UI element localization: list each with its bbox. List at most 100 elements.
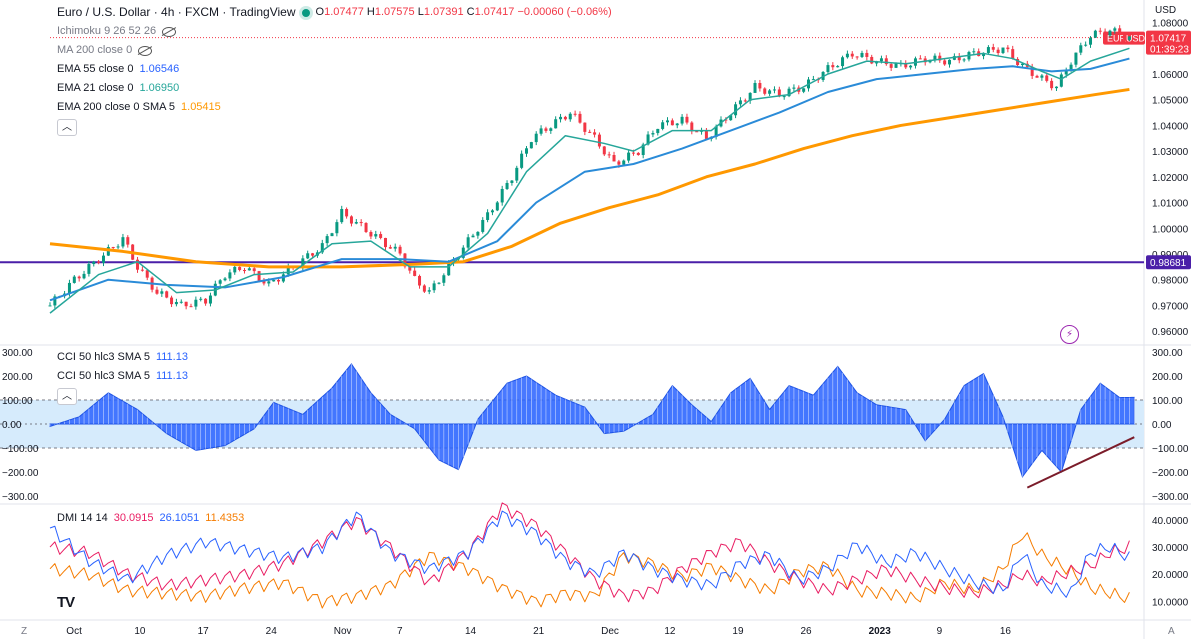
change-value: −0.00060 (−0.06%) (517, 6, 612, 18)
candle-body (836, 66, 840, 68)
candle-body (87, 264, 91, 274)
candle-body (544, 128, 548, 131)
candle-body (267, 281, 271, 284)
candle-body (933, 55, 937, 60)
price-tick-label: 1.01000 (1152, 199, 1189, 210)
cci-line-1[interactable]: CCI 50 hlc3 SMA 5 111.13 (57, 348, 188, 367)
candle-body (982, 52, 986, 57)
candle-body (311, 253, 315, 256)
candle-body (986, 47, 990, 53)
collapse-cci-chevron-up-icon[interactable]: ︿ (57, 388, 77, 405)
candle-body (136, 259, 140, 270)
candle-body (1069, 64, 1073, 71)
candle-body (53, 296, 57, 306)
hidden-eye-icon[interactable] (162, 26, 177, 37)
candle-body (306, 253, 310, 259)
candle-body (850, 53, 854, 57)
cci-line-2[interactable]: CCI 50 hlc3 SMA 5 111.13 (57, 367, 188, 386)
adx-value: 11.4353 (205, 512, 245, 524)
candle-body (170, 297, 174, 305)
low-value: 1.07391 (423, 6, 464, 18)
cci-left-tick-label: −300.00 (2, 492, 39, 503)
dmi-minus-line (49, 502, 1130, 603)
dmi-tick-label: 20.0000 (1152, 570, 1189, 581)
candle-body (398, 246, 402, 254)
cci-tick-label: 0.00 (1152, 420, 1172, 431)
time-tick-label: 10 (134, 626, 146, 637)
candle-body (524, 148, 528, 154)
candle-body (388, 247, 392, 249)
price-tick-label: 0.98000 (1152, 276, 1189, 287)
candle-body (529, 142, 533, 149)
price-tick-label: 1.06000 (1152, 70, 1189, 81)
candle-body (466, 237, 470, 248)
candle-body (904, 63, 908, 68)
candle-body (189, 306, 193, 308)
candle-body (962, 59, 966, 61)
lightning-icon[interactable]: ⚡ (1060, 325, 1079, 344)
candle-body (578, 113, 582, 123)
candle-body (656, 128, 660, 134)
candle-body (1016, 58, 1020, 66)
hline-price-value: 0.98681 (1150, 258, 1187, 269)
candle-body (461, 247, 465, 258)
collapse-legend-chevron-up-icon[interactable]: ︿ (57, 119, 77, 136)
candle-body (602, 146, 606, 155)
candle-body (1020, 63, 1024, 66)
candle-body (1050, 80, 1054, 89)
candle-body (335, 222, 339, 234)
time-tick-label: Nov (334, 626, 352, 637)
candle-body (1113, 28, 1117, 31)
candle-body (238, 266, 242, 271)
candle-body (918, 58, 922, 60)
time-tick-label: 17 (198, 626, 210, 637)
cci-value: 111.13 (155, 351, 188, 363)
candle-body (165, 291, 169, 298)
candle-body (442, 275, 446, 283)
ema55-label: EMA 55 close 0 (57, 63, 134, 75)
candle-body (943, 60, 947, 65)
last-price-tag (1146, 30, 1191, 55)
dmi-line[interactable]: DMI 14 14 30.0915 26.1051 11.4353 (57, 509, 244, 528)
cci-left-tick-label: 0.00 (2, 420, 22, 431)
candle-body (354, 222, 358, 224)
candle-body (670, 120, 674, 126)
candle-body (923, 58, 927, 63)
indicator-ma200[interactable]: MA 200 close 0 (57, 41, 612, 60)
candle-body (1035, 75, 1039, 78)
candle-body (641, 144, 645, 156)
candle-body (841, 57, 845, 67)
candle-body (116, 246, 120, 248)
market-open-indicator (301, 8, 310, 17)
candle-body (631, 152, 635, 154)
candle-body (82, 273, 86, 279)
candle-body (991, 47, 995, 50)
hline-price-tag (1146, 255, 1191, 270)
chart-title: Euro / U.S. Dollar · 4h · FXCM · Trading… (57, 5, 296, 19)
candle-body (413, 270, 417, 276)
candle-body (1127, 36, 1131, 40)
candle-body (505, 182, 509, 189)
tradingview-logo[interactable]: TV (57, 594, 75, 611)
indicator-ichimoku[interactable]: Ichimoku 9 26 52 26 (57, 22, 612, 41)
candle-body (359, 222, 363, 224)
open-value: 1.07477 (324, 6, 364, 18)
candle-body (753, 82, 757, 93)
dmi-minus-value: 26.1051 (159, 512, 200, 524)
cci-tick-label: −200.00 (1152, 468, 1189, 479)
candle-body (787, 88, 791, 97)
cci-left-tick-label: 300.00 (2, 348, 33, 359)
candle-body (325, 236, 329, 244)
indicator-ema21[interactable]: EMA 21 close 0 1.06950 (57, 79, 612, 98)
candle-body (884, 58, 888, 65)
candle-body (520, 153, 524, 168)
hidden-eye-icon[interactable] (138, 45, 153, 56)
cci-histogram (49, 363, 1135, 478)
indicator-ema55[interactable]: EMA 55 close 0 1.06546 (57, 60, 612, 79)
indicator-ema200[interactable]: EMA 200 close 0 SMA 5 1.05415 (57, 98, 612, 117)
candle-body (1001, 47, 1005, 54)
ema21-line (49, 47, 1130, 314)
candle-body (72, 276, 76, 283)
candle-body (252, 268, 256, 272)
